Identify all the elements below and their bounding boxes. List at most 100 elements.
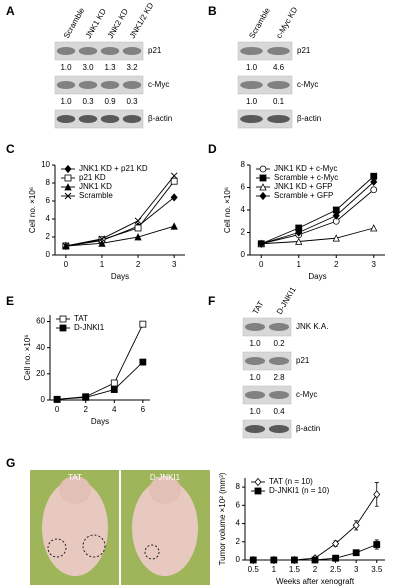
x-axis-label: Weeks after xenograft [276,577,355,586]
legend-label: JNK1 KD [79,182,112,191]
blot-signal [56,115,76,123]
marker [62,242,70,250]
y-tick-label: 60 [36,317,45,326]
y-axis-label: Cell no. ×10⁶ [23,334,32,380]
band-value: 1.0 [60,63,72,72]
mouse-head [59,476,91,504]
row-label: JNK K.A. [296,322,328,331]
row-label: β-actin [297,114,321,123]
blot-signal [244,323,266,331]
lane-label: JNK1 KD [84,7,108,40]
y-tick-label: 8 [236,482,241,491]
legend-label: p21 KD [79,173,106,182]
x-tick-label: 2.5 [330,565,342,574]
x-tick-label: 3.5 [371,565,383,574]
x-tick-label: 1 [272,565,277,574]
band-value: 1.0 [249,373,261,382]
lane-label: JNK1/2 KD [128,1,156,40]
y-tick-label: 2 [46,232,51,241]
band-value: 1.0 [249,407,261,416]
marker [170,172,178,180]
marker [170,193,178,202]
row-label: c-Myc [297,80,318,89]
lane-label: TAT [251,299,266,316]
x-tick-label: 4 [112,405,117,414]
marker [139,358,147,366]
lane-label: c-Myc KD [274,5,299,40]
y-tick-label: 6 [46,196,51,205]
marker [352,521,360,530]
y-axis-label: Tumor volume ×10² (mm³) [218,472,227,565]
legend-label: TAT (n = 10) [269,477,313,486]
x-tick-label: 2 [136,260,141,269]
marker [64,183,72,191]
marker [53,395,61,403]
band-value: 0.4 [273,407,285,416]
blot-band [54,109,144,129]
legend-label: JNK1 KD + GFP [274,182,332,191]
marker [259,191,267,201]
band-value: 0.2 [273,339,285,348]
x-axis-label: Days [308,272,326,281]
marker [64,192,72,200]
mouse [132,480,198,576]
band-value: 1.0 [246,97,258,106]
panel-letter: A [6,4,15,18]
legend-label: D-JNKI1 (n = 10) [269,486,330,495]
y-tick-label: 20 [36,369,45,378]
marker [139,320,147,328]
legend-label: Scramble [79,191,113,200]
y-tick-label: 0 [46,250,51,259]
series-line [65,175,175,247]
panel-letter: B [208,4,217,18]
tumor-outline [144,544,160,560]
legend-label: JNK1 KD + c-Myc [274,164,337,173]
blot-signal [267,115,290,123]
legend-label: Scramble + GFP [274,191,333,200]
blot-band [54,75,144,95]
blot-signal [100,47,120,55]
y-tick-label: 4 [236,519,241,528]
blot-band [237,109,293,129]
marker [170,222,178,230]
y-tick-label: 0 [236,555,241,564]
x-tick-label: 0.5 [248,565,260,574]
marker [134,233,142,241]
row-label: p21 [296,356,310,365]
y-tick-label: 0 [241,250,246,259]
x-tick-label: 1 [100,260,105,269]
blot-band [237,41,293,61]
series-line [261,181,375,245]
lane-label: D-JNKI1 [275,285,298,316]
y-tick-label: 6 [236,500,241,509]
legend-label: Scramble + c-Myc [274,173,338,182]
band-value: 4.6 [273,63,285,72]
band-value: 3.0 [82,63,94,72]
series-line [261,175,375,245]
blot-signal [122,115,142,123]
blot-signal [240,47,263,55]
row-label: p21 [297,46,311,55]
blot-band [242,351,292,371]
lane-label: JNK2 KD [106,7,130,40]
band-value: 1.0 [249,339,261,348]
x-tick-label: 2 [334,260,339,269]
tumor-outline [47,538,67,558]
y-tick-label: 8 [241,160,246,169]
legend-label: JNK1 KD + p21 KD [79,164,148,173]
x-tick-label: 0 [259,260,264,269]
marker [98,235,106,243]
x-tick-label: 2 [83,405,88,414]
blot-signal [240,115,263,123]
row-label: c-Myc [148,80,169,89]
marker [64,164,72,174]
marker [64,174,72,182]
marker [134,217,142,225]
x-tick-label: 3 [172,260,177,269]
marker [332,554,339,562]
blot-signal [240,81,263,89]
blot-band [242,317,292,337]
band-value: 2.8 [273,373,285,382]
blot-signal [56,81,76,89]
y-tick-label: 8 [46,178,51,187]
